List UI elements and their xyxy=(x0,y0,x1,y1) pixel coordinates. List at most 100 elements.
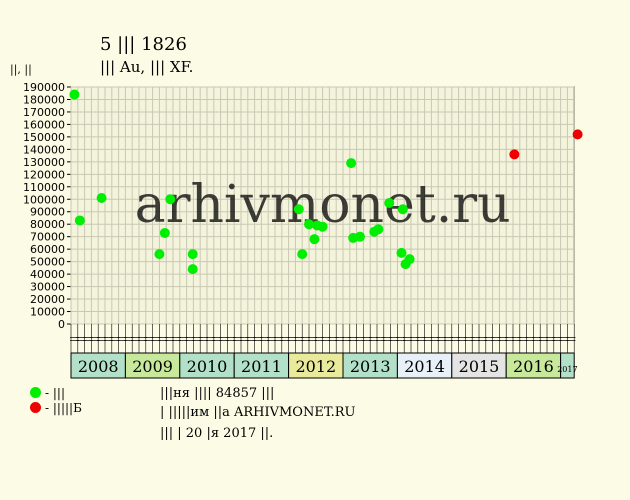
year-label: 2012 xyxy=(295,357,336,376)
month-label: || xyxy=(424,336,434,342)
data-point xyxy=(317,221,328,232)
month-label: || xyxy=(322,336,332,342)
y-tick-label: 180000 xyxy=(23,93,65,106)
month-label: || xyxy=(192,336,202,342)
year-label: 2011 xyxy=(241,357,282,376)
y-tick-label: 160000 xyxy=(23,118,65,131)
month-label: || xyxy=(458,336,468,342)
month-label: || xyxy=(383,336,393,342)
data-point xyxy=(154,249,165,260)
month-label: || xyxy=(437,336,447,342)
month-label: || xyxy=(247,336,257,342)
month-label: || xyxy=(220,336,230,342)
month-label: || xyxy=(451,336,461,342)
y-tick-label: 30000 xyxy=(30,281,65,294)
month-label: || xyxy=(512,336,522,342)
data-point xyxy=(384,198,395,209)
data-point xyxy=(187,249,198,260)
month-label: || xyxy=(492,336,502,342)
month-label: || xyxy=(369,336,379,342)
month-label: || xyxy=(505,336,515,342)
month-label: || xyxy=(158,336,168,342)
month-label: || xyxy=(84,336,94,342)
y-tick-label: 40000 xyxy=(30,268,65,281)
y-tick-label: 10000 xyxy=(30,306,65,319)
month-label: || xyxy=(118,336,128,342)
y-tick-label: 70000 xyxy=(30,231,65,244)
y-tick-label: 150000 xyxy=(23,131,65,144)
month-label: || xyxy=(444,336,454,342)
month-label: || xyxy=(532,336,542,342)
data-point xyxy=(159,227,170,238)
footer-date: ||| | 20 |я 2017 ||. xyxy=(160,426,274,441)
month-label: || xyxy=(362,336,372,342)
data-point xyxy=(304,219,314,230)
month-label: || xyxy=(430,336,440,342)
year-label: 2015 xyxy=(459,357,500,376)
year-band-cell xyxy=(451,352,507,379)
month-label: || xyxy=(315,336,325,342)
month-label: || xyxy=(471,336,481,342)
month-label: || xyxy=(131,336,141,342)
year-label: 2016 xyxy=(513,357,554,376)
month-label: || xyxy=(464,336,474,342)
month-label: || xyxy=(199,336,209,342)
month-label: || xyxy=(526,336,536,342)
month-label: || xyxy=(560,336,570,342)
month-label: || xyxy=(172,336,182,342)
month-label: || xyxy=(396,336,406,342)
legend-red: - |||||Б xyxy=(30,401,82,415)
month-label: || xyxy=(390,336,400,342)
month-label: || xyxy=(213,336,223,342)
month-label: || xyxy=(356,336,366,342)
year-label: 2014 xyxy=(404,357,445,376)
month-label: || xyxy=(485,336,495,342)
month-label: || xyxy=(553,336,563,342)
year-band-cell xyxy=(396,352,453,379)
data-point xyxy=(165,194,176,205)
month-label: || xyxy=(138,336,148,342)
y-tick-label: 120000 xyxy=(23,168,65,181)
year-band-cell xyxy=(505,352,562,379)
legend-green-label: - ||| xyxy=(45,386,65,400)
month-label: || xyxy=(417,336,427,342)
legend-green-marker xyxy=(30,387,41,398)
data-point xyxy=(69,89,80,100)
month-label: || xyxy=(260,336,270,342)
month-label: || xyxy=(267,336,277,342)
month-label: || xyxy=(124,336,134,342)
year-band-cell xyxy=(342,352,398,379)
legend-red-marker xyxy=(30,402,41,413)
y-tick-label: 20000 xyxy=(30,293,65,306)
month-label: || xyxy=(206,336,216,342)
y-tick-label: 80000 xyxy=(30,218,65,231)
data-point xyxy=(397,204,408,215)
month-label: || xyxy=(294,336,304,342)
y-axis-unit: ||, || xyxy=(10,63,32,77)
y-tick-label: 60000 xyxy=(30,243,65,256)
month-label: || xyxy=(519,336,529,342)
year-band-cell xyxy=(560,352,575,379)
y-tick-label: 130000 xyxy=(23,156,65,169)
data-point xyxy=(404,254,415,265)
month-label: || xyxy=(335,336,345,342)
month-label: || xyxy=(376,336,386,342)
legend-green: - ||| xyxy=(30,386,65,400)
month-label: || xyxy=(111,336,121,342)
data-point xyxy=(74,215,85,226)
data-point xyxy=(96,193,107,204)
month-label: || xyxy=(566,336,576,342)
month-label: || xyxy=(349,336,359,342)
y-tick-label: 0 xyxy=(58,318,65,331)
month-label: || xyxy=(186,336,196,342)
month-label: || xyxy=(301,336,311,342)
month-label: || xyxy=(152,336,162,342)
month-label: || xyxy=(77,336,87,342)
data-point xyxy=(309,234,320,245)
year-band-cell xyxy=(288,352,344,379)
data-point xyxy=(373,224,384,235)
data-point xyxy=(187,264,198,275)
month-label: || xyxy=(274,336,284,342)
month-label: || xyxy=(328,336,338,342)
